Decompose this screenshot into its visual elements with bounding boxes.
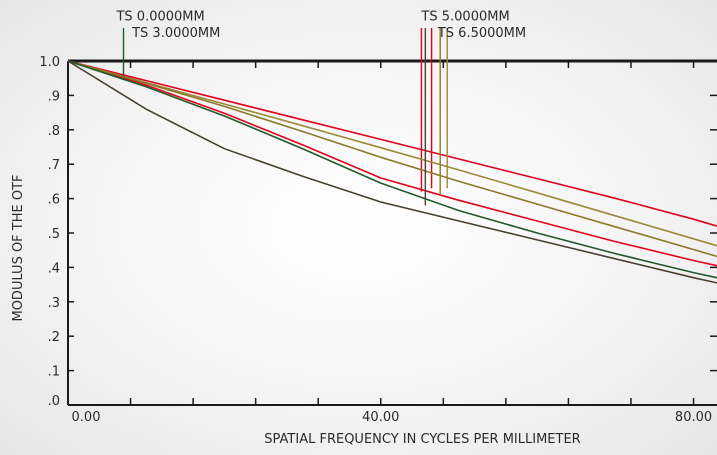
y-tick-label: .7 xyxy=(48,158,60,173)
y-tick-label: .1 xyxy=(48,365,60,380)
x-tick-label: 80.00 xyxy=(675,410,712,425)
y-axis-label: MODULUS OF THE OTF xyxy=(11,174,26,321)
x-tick-label: 0.00 xyxy=(72,410,101,425)
series-line-1 xyxy=(67,60,717,227)
field-label: TS 3.0000MM xyxy=(131,26,220,41)
y-tick-label: .4 xyxy=(48,261,60,276)
y-tick-label: .9 xyxy=(48,89,60,104)
series-line-5 xyxy=(67,60,717,279)
series-line-4 xyxy=(67,60,717,258)
series-line-2 xyxy=(67,60,717,267)
series-line-6 xyxy=(67,60,717,284)
series-line-3 xyxy=(67,60,717,247)
field-label: TS 0.0000MM xyxy=(115,9,204,24)
series-layer xyxy=(67,28,717,284)
field-label: TS 5.0000MM xyxy=(420,9,509,24)
label-layer: .0 .1 .2 .3 .4 .5 .6 .7 .8 .9 1.0 0.00 40.00 80.00 SPA… xyxy=(11,9,712,447)
y-tick-label: .2 xyxy=(48,330,60,345)
y-tick-label: .8 xyxy=(48,124,60,139)
y-tick-label: .0 xyxy=(48,394,60,409)
y-tick-label: .5 xyxy=(48,227,60,242)
y-tick-label: .6 xyxy=(48,193,60,208)
x-tick-label: 40.00 xyxy=(362,410,399,425)
field-label: TS 6.5000MM xyxy=(437,26,526,41)
y-tick-label: .3 xyxy=(48,296,60,311)
axis-layer xyxy=(67,59,717,406)
y-tick-label: 1.0 xyxy=(39,55,60,70)
x-axis-label: SPATIAL FREQUENCY IN CYCLES PER MILLIMET… xyxy=(264,432,580,447)
